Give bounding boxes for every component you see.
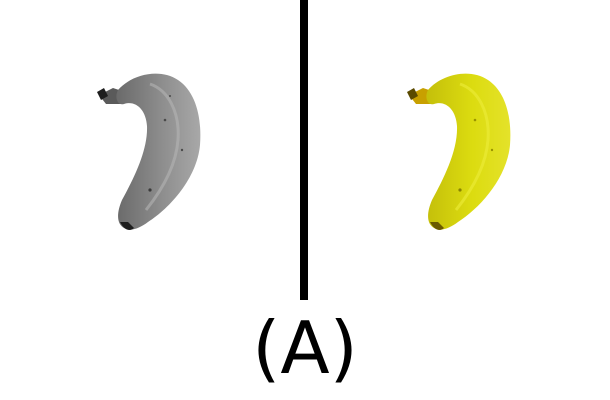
yellow-banana-image	[407, 73, 511, 230]
yellow-banana-panel	[310, 0, 610, 300]
vertical-divider	[300, 0, 308, 300]
grayscale-banana-panel	[0, 0, 300, 300]
figure-caption: (A)	[252, 306, 358, 390]
grayscale-banana-image	[97, 73, 201, 230]
